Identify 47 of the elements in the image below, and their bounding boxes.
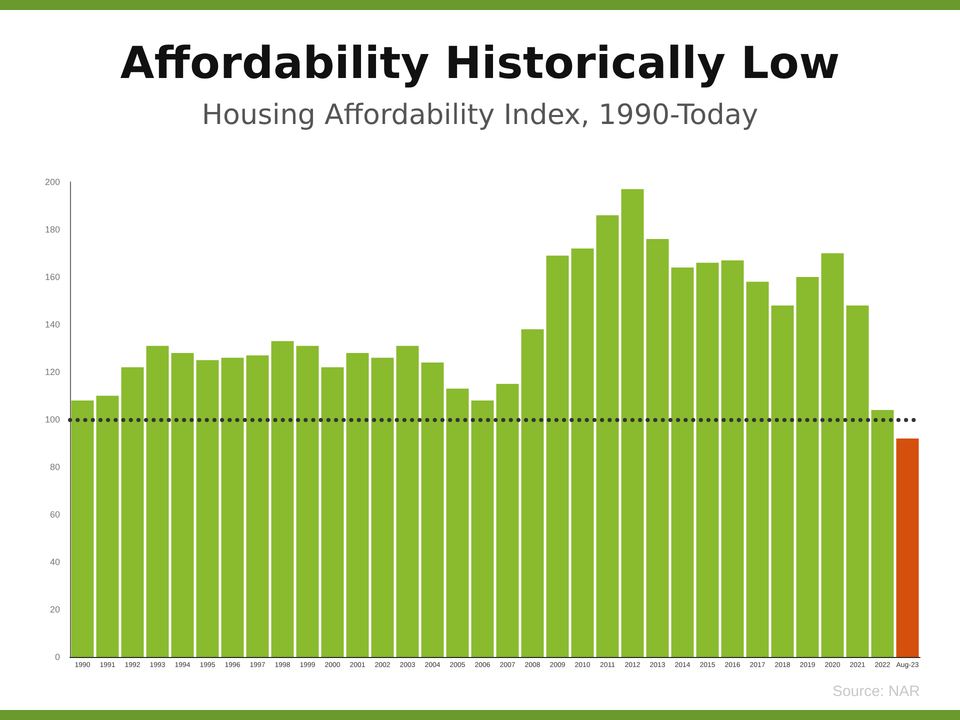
y-tick-label: 0 bbox=[54, 652, 60, 662]
chart-title: Affordability Historically Low bbox=[119, 38, 841, 89]
bar bbox=[571, 248, 594, 657]
y-tick-label: 80 bbox=[50, 462, 60, 472]
y-tick-label: 40 bbox=[50, 557, 60, 567]
bar bbox=[446, 388, 469, 657]
bar bbox=[746, 282, 769, 657]
bar bbox=[271, 341, 294, 657]
bar bbox=[171, 353, 194, 657]
bar bbox=[821, 253, 844, 657]
y-tick-label: 60 bbox=[50, 510, 60, 520]
bar bbox=[221, 358, 244, 657]
bar bbox=[371, 358, 394, 657]
bar bbox=[771, 306, 794, 657]
y-tick-label: 20 bbox=[50, 604, 60, 614]
bar bbox=[121, 367, 144, 657]
y-tick-label: 120 bbox=[44, 367, 60, 377]
bar bbox=[496, 384, 519, 657]
bar bbox=[71, 400, 94, 657]
bar bbox=[796, 277, 819, 657]
bar bbox=[671, 268, 694, 657]
y-tick-label: 100 bbox=[44, 414, 60, 424]
bar bbox=[896, 438, 919, 657]
chart-subtitle: Housing Affordability Index, 1990-Today bbox=[200, 98, 760, 131]
bar bbox=[871, 410, 894, 657]
bar bbox=[346, 353, 369, 657]
bar bbox=[521, 329, 544, 657]
bar bbox=[721, 260, 744, 657]
bar bbox=[321, 367, 344, 657]
bar bbox=[196, 360, 219, 657]
bar bbox=[596, 215, 619, 657]
bar bbox=[846, 306, 869, 657]
bar bbox=[471, 400, 494, 657]
y-tick-label: 200 bbox=[44, 177, 60, 187]
bar bbox=[246, 355, 269, 657]
bar bbox=[546, 256, 569, 657]
bar bbox=[146, 346, 169, 657]
y-tick-label: 160 bbox=[44, 272, 60, 282]
bar bbox=[621, 189, 644, 657]
bar bbox=[296, 346, 319, 657]
bar bbox=[646, 239, 669, 657]
y-tick-label: 180 bbox=[44, 224, 60, 234]
bar bbox=[396, 346, 419, 657]
bar bbox=[696, 262, 719, 657]
y-tick-label: 140 bbox=[44, 320, 60, 330]
bar bbox=[96, 396, 119, 657]
bar bbox=[421, 362, 444, 657]
